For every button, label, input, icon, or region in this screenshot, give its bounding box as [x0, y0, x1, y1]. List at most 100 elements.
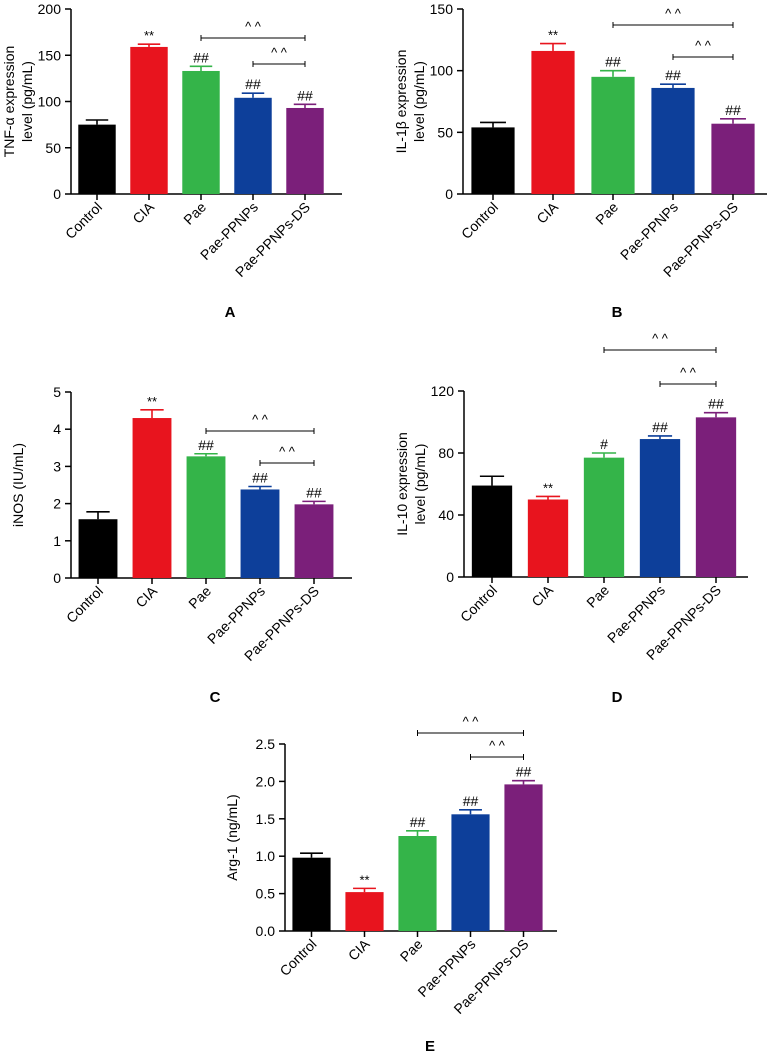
chart-panel-d: 0 40 80 120 IL-10 expression level (pg/mL) Con…	[394, 331, 748, 706]
y-tick-label: 2	[53, 496, 61, 512]
x-tick-label: CIA	[132, 582, 160, 610]
significance-star: **	[147, 394, 157, 409]
y-tick-label: 0	[53, 186, 61, 202]
x-tick-label: Pae	[592, 199, 621, 228]
significance-star: **	[543, 480, 553, 495]
bar-control	[78, 124, 116, 194]
x-tick-label: CIA	[345, 935, 373, 963]
x-tick-label: Pae	[180, 199, 209, 228]
bar-pae-ppnps-ds	[695, 417, 737, 577]
bar-pae-ppnps	[240, 489, 280, 578]
bar-pae-ppnps-ds	[286, 107, 324, 194]
bar-cia	[132, 418, 172, 578]
x-tick-label: CIA	[528, 581, 556, 609]
significance-hash: ##	[252, 469, 268, 485]
y-axis-label: level (pg/mL)	[412, 444, 428, 525]
x-tick-label: Pae-PPNPs	[617, 199, 681, 263]
y-tick-label: 150	[38, 47, 62, 63]
bracket-label: ^ ^	[665, 6, 682, 21]
y-axis-label: TNF-α expression	[1, 46, 17, 158]
bar-control	[292, 857, 331, 931]
bar-pae-ppnps-ds	[504, 784, 543, 931]
y-tick-label: 5	[53, 384, 61, 400]
bar-cia	[130, 46, 168, 194]
bracket-label: ^ ^	[463, 714, 480, 729]
bracket-label: ^ ^	[695, 38, 712, 53]
panel-letter: D	[612, 689, 623, 706]
significance-star: **	[548, 28, 558, 43]
x-tick-label: Pae	[185, 583, 214, 612]
bar-pae-ppnps-ds	[711, 123, 755, 194]
significance-star: **	[359, 872, 369, 887]
y-tick-label: 1.5	[256, 811, 276, 827]
y-tick-label: 0.5	[256, 886, 276, 902]
bar-pae	[398, 836, 437, 931]
y-tick-label: 2.0	[256, 773, 276, 789]
bracket-label: ^ ^	[271, 45, 288, 60]
panel-letter: E	[425, 1038, 435, 1055]
y-tick-label: 3	[53, 458, 61, 474]
significance-hash: ##	[193, 49, 209, 65]
bracket-label: ^ ^	[680, 365, 697, 380]
y-tick-label: 0.0	[256, 923, 276, 939]
y-tick-label: 1.0	[256, 848, 276, 864]
y-tick-label: 0	[446, 569, 454, 585]
bar-control	[471, 485, 513, 577]
significance-hash: ##	[198, 437, 214, 453]
y-tick-label: 50	[437, 124, 453, 140]
bar-pae	[583, 457, 625, 577]
y-tick-label: 120	[431, 383, 455, 399]
significance-hash: ##	[652, 419, 668, 435]
significance-star: **	[144, 28, 154, 43]
y-tick-label: 4	[53, 421, 61, 437]
x-tick-label: Control	[63, 583, 106, 626]
y-tick-label: 40	[438, 507, 454, 523]
x-tick-label: Pae	[397, 936, 426, 965]
y-tick-label: 150	[430, 1, 454, 17]
bar-pae-ppnps	[451, 814, 490, 931]
bar-pae-ppnps	[651, 87, 695, 194]
x-tick-label: Pae	[583, 582, 612, 611]
y-tick-label: 200	[38, 1, 62, 17]
significance-hash: #	[600, 436, 608, 452]
bracket-label: ^ ^	[279, 444, 296, 459]
bar-pae	[182, 70, 220, 194]
bar-pae	[186, 456, 226, 578]
significance-hash: ##	[245, 76, 261, 92]
significance-hash: ##	[708, 396, 724, 412]
y-tick-label: 80	[438, 445, 454, 461]
bar-control	[78, 519, 118, 578]
chart-panel-e: 0.0 0.5 1.0 1.5 2.0 2.5 Arg-1 (ng/mL) Control **…	[224, 714, 557, 1055]
significance-hash: ##	[516, 764, 532, 780]
y-tick-label: 50	[45, 140, 61, 156]
x-tick-label: Control	[458, 199, 501, 242]
x-tick-label: CIA	[129, 198, 157, 226]
y-axis-label: IL-10 expression	[394, 432, 410, 536]
y-tick-label: 0	[445, 186, 453, 202]
bar-cia	[531, 50, 575, 194]
significance-hash: ##	[306, 484, 322, 500]
bar-cia	[345, 892, 384, 931]
bar-pae-ppnps	[234, 97, 272, 194]
significance-hash: ##	[297, 87, 313, 103]
bracket-label: ^ ^	[252, 412, 269, 427]
x-tick-label: Control	[62, 199, 105, 242]
x-tick-label: CIA	[533, 198, 561, 226]
chart-panel-a: 0 50 100 150 200 TNF-α expression level (pg/mL…	[1, 1, 342, 321]
y-tick-label: 1	[53, 533, 61, 549]
bar-control	[471, 127, 515, 194]
significance-hash: ##	[725, 102, 741, 118]
y-axis-label: Arg-1 (ng/mL)	[224, 794, 240, 880]
y-axis-label: IL-1β expression	[393, 50, 409, 154]
bar-pae-ppnps	[639, 439, 681, 577]
bracket-label: ^ ^	[245, 19, 262, 34]
significance-hash: ##	[410, 814, 426, 830]
y-axis-label: level (pg/mL)	[19, 61, 35, 142]
bar-pae-ppnps-ds	[294, 504, 334, 578]
panel-letter: C	[210, 689, 221, 706]
y-tick-label: 0	[53, 570, 61, 586]
x-tick-label: Control	[457, 582, 500, 625]
bracket-label: ^ ^	[652, 331, 669, 346]
